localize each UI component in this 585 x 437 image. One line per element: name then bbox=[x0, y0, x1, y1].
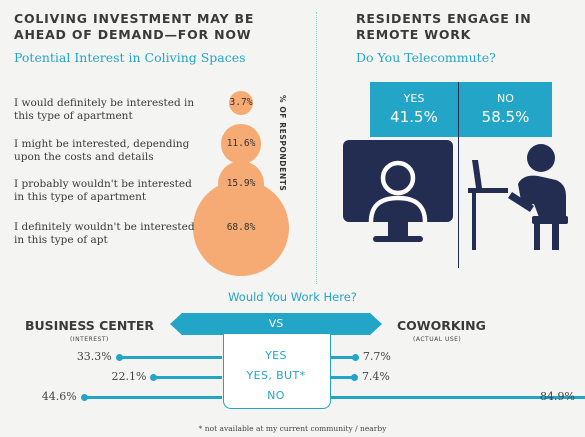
interest-option-label: I might be interested, depending upon th… bbox=[14, 138, 190, 163]
telecommute-no-value: 58.5% bbox=[481, 108, 530, 126]
interest-value: 11.6% bbox=[226, 138, 256, 149]
telecommute-yes-box: YES 41.5% bbox=[370, 82, 458, 137]
left-subtitle: Potential Interest in Coliving Spaces bbox=[14, 50, 246, 65]
business-center-dot bbox=[115, 354, 123, 361]
coworking-value: 7.7% bbox=[362, 350, 391, 363]
business-center-dot bbox=[150, 374, 158, 381]
bottom-title: Would You Work Here? bbox=[228, 290, 357, 304]
business-center-value: 44.6% bbox=[41, 390, 77, 403]
coworking-dot bbox=[350, 374, 358, 381]
footnote: * not available at my current community … bbox=[198, 424, 387, 433]
answer-label: NO bbox=[267, 389, 285, 402]
coworking-value: 7.4% bbox=[361, 370, 390, 383]
left-title-line2: AHEAD OF DEMAND—FOR NOW bbox=[14, 27, 252, 42]
coworking-bar bbox=[331, 376, 354, 379]
interest-option-label: I probably wouldn't be interested in thi… bbox=[14, 178, 192, 203]
left-title-line1: COLIVING INVESTMENT MAY BE bbox=[14, 11, 255, 26]
business-center-heading: BUSINESS CENTER bbox=[25, 318, 154, 333]
answer-panel bbox=[223, 334, 331, 409]
telecommute-no-box: NO 58.5% bbox=[459, 82, 552, 137]
coworking-heading: COWORKING bbox=[397, 318, 486, 333]
vs-banner-shape bbox=[170, 313, 382, 335]
interest-value: 15.9% bbox=[226, 178, 256, 189]
interest-option-label: I would definitely be interested in this… bbox=[14, 97, 195, 122]
interest-option-label: I definitely wouldn't be interested in t… bbox=[14, 221, 195, 246]
telecommute-yes-value: 41.5% bbox=[390, 108, 438, 126]
business-center-sub: (INTEREST) bbox=[70, 336, 109, 343]
telecommute-split-line bbox=[458, 82, 459, 268]
interest-value: 3.7% bbox=[229, 97, 253, 108]
telecommute-no-label: NO bbox=[497, 92, 514, 105]
right-title-line1: RESIDENTS ENGAGE IN bbox=[356, 11, 532, 26]
coworking-sub: (ACTUAL USE) bbox=[413, 336, 462, 343]
panel-divider bbox=[316, 12, 317, 284]
business-center-bar bbox=[83, 396, 222, 399]
interest-bubble bbox=[193, 180, 289, 276]
business-center-bar bbox=[153, 376, 222, 379]
coworking-dot bbox=[351, 354, 359, 361]
answer-label: YES, BUT* bbox=[246, 369, 306, 382]
business-center-bar bbox=[118, 356, 222, 359]
answer-label: YES bbox=[265, 349, 287, 362]
coworking-bar bbox=[331, 396, 585, 399]
interest-bubble bbox=[229, 91, 253, 115]
respondents-axis-label: % OF RESPONDENTS bbox=[278, 95, 287, 192]
business-center-value: 22.1% bbox=[111, 370, 147, 383]
telecommute-yes-label: YES bbox=[403, 92, 425, 105]
business-center-dot bbox=[80, 394, 88, 401]
right-subtitle: Do You Telecommute? bbox=[356, 50, 496, 65]
vs-banner: VS bbox=[170, 313, 382, 335]
monitor-person-icon bbox=[343, 140, 453, 242]
vs-text: VS bbox=[268, 317, 284, 330]
desk-person-icon bbox=[468, 144, 568, 250]
right-title-line2: REMOTE WORK bbox=[356, 27, 472, 42]
coworking-bar bbox=[331, 356, 355, 359]
business-center-value: 33.3% bbox=[76, 350, 112, 363]
coworking-value: 84.9% bbox=[540, 390, 575, 403]
interest-value: 68.8% bbox=[226, 222, 256, 233]
interest-bubble bbox=[221, 124, 261, 164]
